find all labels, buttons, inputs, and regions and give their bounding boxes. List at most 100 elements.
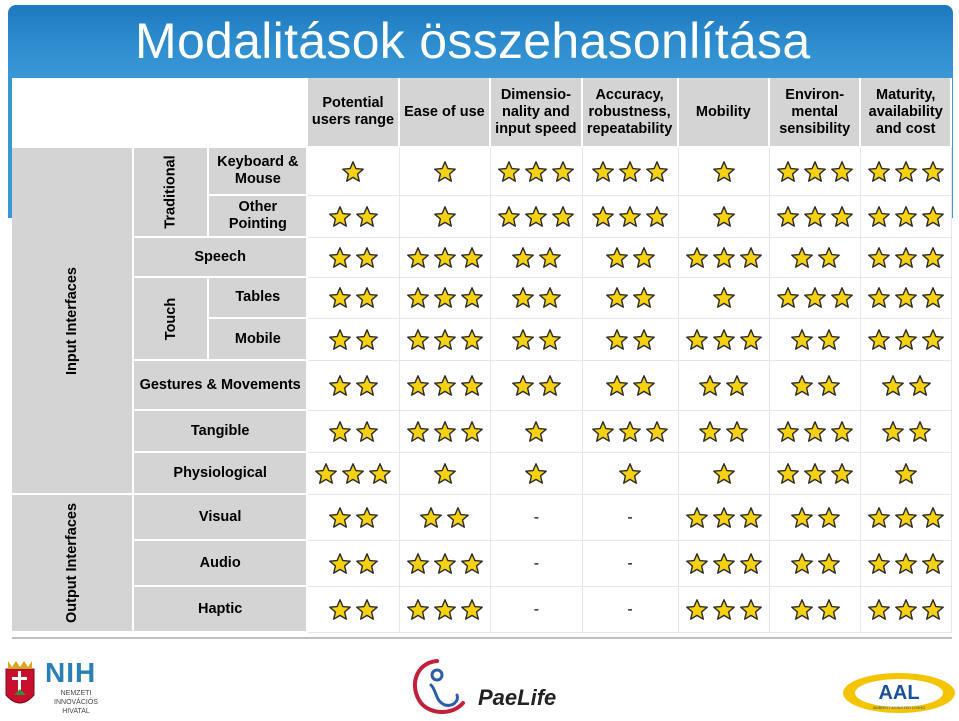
star-rating	[491, 205, 581, 229]
column-header: Maturity, availability and cost	[861, 78, 952, 148]
rating-cell	[491, 238, 583, 278]
star-icon	[525, 160, 548, 182]
star-icon	[739, 552, 762, 574]
star-rating	[583, 328, 678, 352]
paelife-logo-text: PaeLife	[478, 685, 557, 710]
table-row: Gestures & Movements	[12, 361, 952, 411]
star-icon	[777, 420, 800, 442]
rating-cell	[678, 587, 770, 633]
footer-logos: NIH NEMZETI INNOVÁCIÓS HIVATAL PaeLife A…	[0, 645, 959, 721]
not-applicable-dash: -	[627, 600, 633, 618]
rating-cell	[861, 319, 952, 361]
star-icon	[538, 287, 561, 308]
star-icon	[922, 287, 945, 308]
star-icon	[726, 420, 749, 442]
star-rating	[770, 374, 860, 398]
star-icon	[407, 287, 429, 308]
star-rating	[770, 286, 860, 310]
star-rating	[308, 462, 398, 486]
star-rating	[679, 160, 769, 184]
rating-cell	[769, 587, 862, 633]
star-icon	[908, 420, 931, 442]
rating-cell	[678, 278, 770, 319]
rating-cell	[399, 238, 492, 278]
star-icon	[790, 552, 813, 574]
star-rating	[400, 598, 490, 622]
star-rating	[770, 462, 860, 486]
star-icon	[817, 506, 840, 528]
rating-cell	[678, 411, 770, 453]
rating-cell	[491, 196, 583, 238]
table-row: Input Interfaces Traditional Keyboard & …	[12, 148, 952, 495]
star-icon	[790, 246, 813, 268]
star-icon	[461, 598, 483, 620]
title-bar	[8, 5, 953, 78]
star-icon	[712, 328, 735, 350]
star-icon	[712, 287, 735, 308]
rating-cell	[861, 541, 952, 587]
rating-cell: -	[491, 541, 583, 587]
star-icon	[342, 160, 365, 182]
star-rating	[679, 506, 769, 530]
star-icon	[434, 328, 456, 350]
star-rating	[400, 328, 490, 352]
star-rating	[400, 286, 490, 310]
star-icon	[646, 160, 668, 182]
star-icon	[356, 506, 378, 528]
star-rating	[583, 374, 678, 398]
star-icon	[511, 246, 534, 268]
rating-cell	[399, 148, 492, 196]
star-icon	[817, 328, 840, 350]
star-icon	[538, 246, 561, 268]
star-icon	[407, 598, 429, 620]
star-rating	[861, 506, 951, 530]
bottom-divider	[12, 637, 952, 639]
star-rating	[861, 462, 951, 486]
star-icon	[619, 160, 641, 182]
star-rating	[583, 205, 678, 229]
star-icon	[804, 462, 827, 484]
star-rating	[491, 286, 581, 310]
rating-cell	[769, 453, 862, 495]
rating-cell	[582, 411, 679, 453]
rating-cell	[861, 196, 952, 238]
star-icon	[407, 420, 429, 442]
star-rating	[861, 598, 951, 622]
star-rating	[583, 246, 678, 270]
table-row: Tangible	[12, 411, 952, 453]
star-icon	[685, 598, 708, 620]
star-icon	[552, 160, 575, 182]
nih-logo-text: NIH	[45, 657, 97, 688]
star-rating	[491, 246, 581, 270]
rating-cell	[769, 411, 862, 453]
star-icon	[538, 374, 561, 396]
star-icon	[434, 420, 456, 442]
star-rating	[583, 160, 678, 184]
rating-cell	[582, 453, 679, 495]
star-icon	[329, 328, 351, 350]
rating-cell	[308, 453, 400, 495]
star-icon	[434, 598, 456, 620]
star-icon	[342, 462, 365, 484]
star-icon	[356, 420, 378, 442]
rating-cell	[861, 361, 952, 411]
star-rating	[400, 160, 490, 184]
star-icon	[329, 205, 351, 227]
rating-cell	[678, 361, 770, 411]
star-icon	[356, 205, 378, 227]
star-icon	[632, 328, 655, 350]
star-icon	[817, 374, 840, 396]
star-icon	[525, 205, 548, 227]
star-icon	[511, 328, 534, 350]
star-icon	[685, 328, 708, 350]
rating-cell	[769, 319, 862, 361]
star-icon	[461, 246, 483, 268]
row-label: Physiological	[134, 453, 309, 495]
star-icon	[895, 160, 918, 182]
rating-cell	[308, 411, 400, 453]
rating-cell	[399, 361, 492, 411]
star-icon	[434, 160, 456, 182]
star-icon	[739, 598, 762, 620]
star-icon	[329, 506, 351, 528]
star-icon	[434, 552, 456, 574]
